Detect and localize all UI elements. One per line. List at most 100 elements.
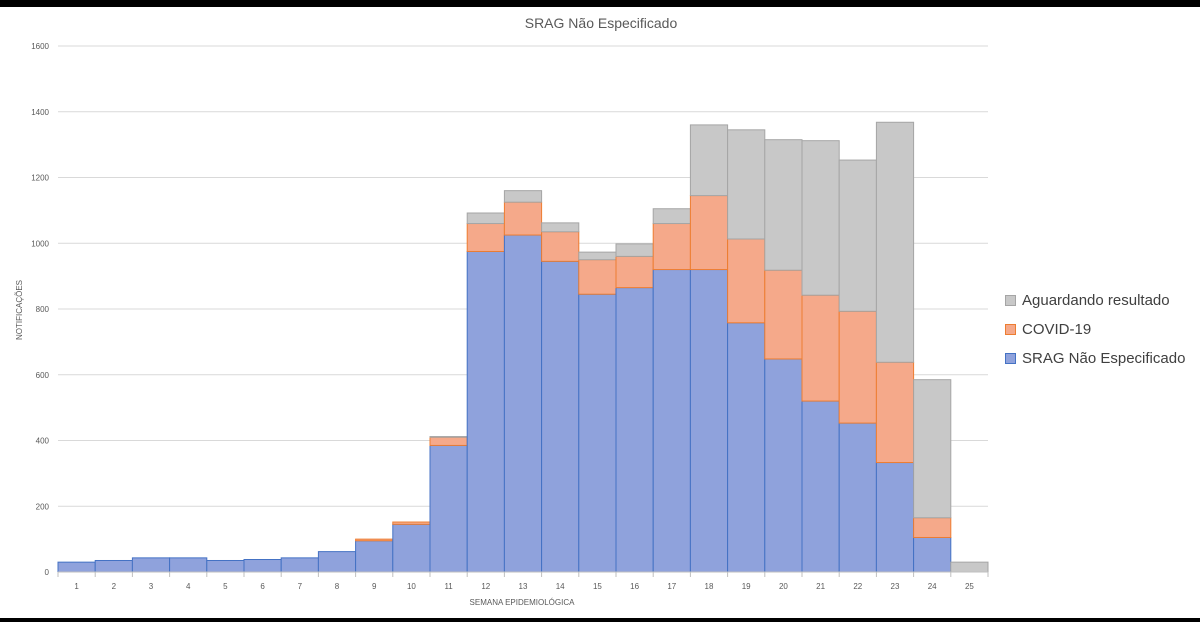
bar-week-11-series-1: [429, 436, 468, 446]
bar-week-7-series-0: [280, 557, 319, 573]
bar-week-19-series-1: [727, 238, 766, 324]
bar-week-21-series-1: [801, 294, 840, 402]
x-tick-label: 6: [260, 582, 265, 591]
x-axis: [57, 571, 989, 577]
legend-label: SRAG Não Especificado: [1022, 350, 1186, 367]
legend-item: Aguardando resultado: [1005, 286, 1185, 315]
legend: Aguardando resultado COVID-19 SRAG Não Esp…: [1005, 286, 1185, 373]
bar-week-5-series-0: [206, 559, 245, 573]
bar-week-23-series-2: [875, 121, 915, 363]
y-tick-label: 1200: [31, 174, 49, 183]
bar-week-17-series-1: [652, 223, 691, 271]
x-axis-label: SEMANA EPIDEMIOLÓGICA: [470, 598, 576, 607]
bar-week-23-series-1: [875, 361, 915, 464]
bar-week-18-series-0: [689, 269, 729, 573]
bar-week-22-series-0: [838, 422, 877, 573]
bar-week-8-series-0: [317, 551, 357, 573]
x-tick-label: 11: [444, 582, 453, 591]
bar-week-15-series-0: [578, 293, 617, 573]
bar-week-16-series-0: [615, 287, 654, 573]
x-tick-label: 10: [407, 582, 416, 591]
legend-label: COVID-19: [1022, 321, 1092, 338]
bar-week-13-series-0: [503, 234, 543, 573]
x-tick-label: 23: [891, 582, 900, 591]
x-tick-label: 21: [816, 582, 825, 591]
bar-week-4-series-0: [169, 557, 208, 573]
bars-group: [57, 121, 989, 573]
bar-week-19-series-0: [727, 322, 766, 573]
bar-week-24-series-0: [913, 536, 952, 573]
x-tick-label: 2: [112, 582, 117, 591]
legend-swatch: [1005, 324, 1016, 335]
x-tick-label: 24: [928, 582, 937, 591]
y-tick-label: 1000: [31, 239, 49, 248]
bar-week-13-series-1: [503, 201, 543, 236]
x-tick-label: 19: [742, 582, 751, 591]
bar-week-12-series-0: [466, 250, 505, 573]
bar-week-9-series-0: [355, 540, 394, 573]
x-tick-label: 22: [853, 582, 862, 591]
bar-week-18-series-1: [689, 195, 729, 271]
bar-week-16-series-1: [615, 255, 654, 289]
bar-week-11-series-2: [429, 436, 468, 438]
bar-week-6-series-0: [243, 559, 282, 573]
x-tick-label: 9: [372, 582, 377, 591]
x-tick-label: 12: [481, 582, 490, 591]
top-border: [0, 0, 1200, 7]
bar-week-13-series-2: [503, 190, 543, 203]
x-tick-label: 4: [186, 582, 191, 591]
bar-week-19-series-2: [727, 129, 766, 240]
bar-week-12-series-2: [466, 212, 505, 225]
bar-week-11-series-0: [429, 444, 468, 573]
chart-title: SRAG Não Especificado: [525, 15, 678, 31]
y-tick-label: 200: [36, 502, 50, 511]
x-tick-label: 1: [74, 582, 79, 591]
bar-week-10-series-1: [392, 521, 431, 525]
bar-week-20-series-0: [764, 358, 803, 573]
bar-week-2-series-0: [94, 559, 133, 573]
x-tick-label: 16: [630, 582, 639, 591]
x-tick-label: 13: [519, 582, 528, 591]
legend-label: Aguardando resultado: [1022, 292, 1170, 309]
bar-week-17-series-0: [652, 269, 691, 573]
x-tick-label: 20: [779, 582, 788, 591]
legend-swatch: [1005, 353, 1016, 364]
x-tick-label: 8: [335, 582, 340, 591]
bar-week-23-series-0: [875, 462, 915, 573]
bar-week-20-series-1: [764, 269, 803, 360]
bar-week-22-series-2: [838, 159, 877, 312]
bar-week-15-series-1: [578, 259, 617, 295]
bar-week-14-series-0: [541, 260, 580, 573]
legend-swatch: [1005, 295, 1016, 306]
bar-week-12-series-1: [466, 223, 505, 252]
y-tick-label: 800: [36, 305, 50, 314]
x-tick-label: 25: [965, 582, 974, 591]
bar-week-1-series-0: [57, 561, 96, 573]
x-tick-label: 17: [667, 582, 676, 591]
legend-item: COVID-19: [1005, 315, 1185, 344]
y-axis-label: NOTIFICAÇÕES: [15, 280, 24, 340]
bar-week-24-series-1: [913, 517, 952, 538]
y-tick-label: 400: [36, 437, 50, 446]
x-tick-label: 5: [223, 582, 228, 591]
bar-week-14-series-1: [541, 231, 580, 262]
bar-week-21-series-0: [801, 400, 840, 573]
bottom-border: [0, 618, 1200, 622]
bar-week-24-series-2: [913, 379, 952, 519]
y-tick-label: 0: [45, 568, 50, 577]
bar-week-18-series-2: [689, 124, 729, 197]
x-tick-label: 7: [298, 582, 303, 591]
x-tick-label: 3: [149, 582, 154, 591]
bar-week-15-series-2: [578, 251, 617, 261]
x-tick-label: 18: [705, 582, 714, 591]
bar-week-25-series-2: [950, 561, 989, 573]
bar-week-16-series-2: [615, 243, 654, 257]
y-tick-label: 600: [36, 371, 50, 380]
y-tick-label: 1600: [31, 42, 49, 51]
x-tick-label: 15: [593, 582, 602, 591]
y-tick-label: 1400: [31, 108, 49, 117]
bar-week-17-series-2: [652, 208, 691, 225]
bar-week-14-series-2: [541, 222, 580, 233]
